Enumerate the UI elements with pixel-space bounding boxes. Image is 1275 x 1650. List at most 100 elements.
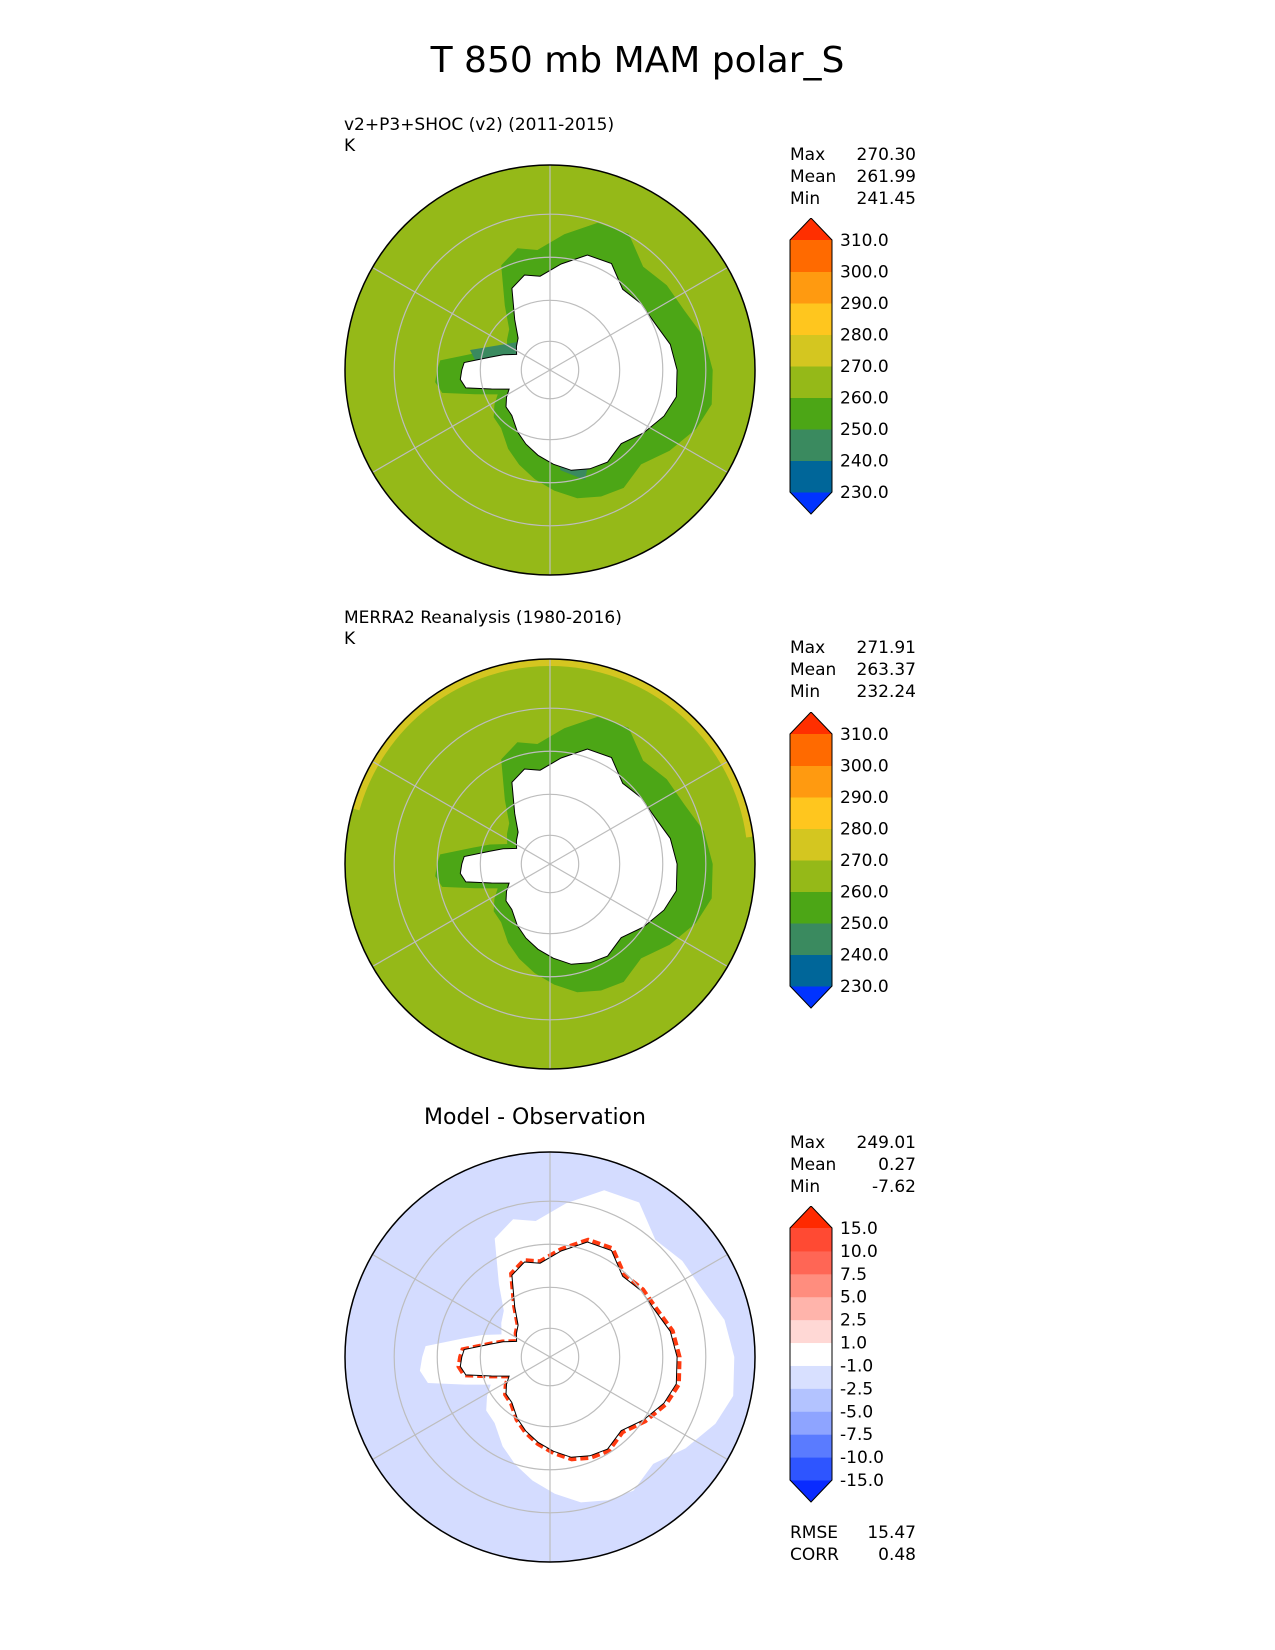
diff-colorbar-tick-label: 2.5: [840, 1311, 867, 1331]
obs-colorbar-tick-label: 230.0: [840, 977, 889, 997]
obs-map-antarctica-mask: [459, 748, 678, 965]
diff-map-meridian: [549, 1356, 728, 1461]
diff-colorbar-extend-high: [790, 1206, 832, 1228]
diff-colorbar-tick-label: -15.0: [840, 1471, 884, 1491]
model-map-antarctica-mask: [459, 254, 678, 471]
diff-map-meridian: [372, 1356, 551, 1461]
model-colorbar-outline: [789, 218, 833, 515]
model-colorbar-swatch: [790, 303, 832, 335]
diff-colorbar-tick-label: 10.0: [840, 1242, 878, 1262]
stat-label: Min: [790, 189, 821, 209]
diff-colorbar-swatch: [790, 1228, 832, 1252]
obs-colorbar-swatch: [790, 797, 832, 829]
model-colorbar-tick-label: 300.0: [840, 263, 889, 283]
diff-colorbar-swatch: [790, 1365, 832, 1389]
stat-label: Max: [790, 1133, 826, 1153]
diff-panel-title: Model - Observation: [424, 1105, 646, 1130]
diff-colorbar: -15.0 -10.0 -7.5 -5.0 -2.5 -1.01.0 2.5 5.0 7.5 10…: [789, 1206, 884, 1503]
metric-value: 15.47: [867, 1523, 916, 1543]
model-map-meridian: [372, 369, 551, 474]
diff-colorbar-swatch: [790, 1411, 832, 1435]
stat-value: 263.37: [856, 660, 916, 680]
diff-colorbar-extend-low: [790, 1480, 832, 1502]
obs-panel-units: K: [344, 629, 356, 649]
obs-colorbar-extend-high: [790, 712, 832, 734]
stat-value: 241.45: [856, 189, 916, 209]
model-colorbar-tick-label: 260.0: [840, 389, 889, 409]
stat-value: 249.01: [856, 1133, 916, 1153]
model-colorbar-extend-low: [790, 492, 832, 514]
model-map-meridian: [549, 266, 728, 371]
model-map-meridian: [549, 369, 728, 474]
model-colorbar-swatch: [790, 366, 832, 398]
diff-colorbar-tick-label: -1.0: [840, 1356, 873, 1376]
obs-colorbar-swatch: [790, 765, 832, 798]
model-colorbar-swatch: [790, 460, 832, 493]
stat-value: 270.30: [856, 145, 916, 165]
obs-colorbar-extend-low: [790, 986, 832, 1008]
diff-map-antarctica-mask: [459, 1241, 678, 1458]
obs-colorbar-tick-label: 290.0: [840, 788, 889, 808]
diff-metrics: RMSE 15.47 CORR 0.48: [790, 1522, 916, 1566]
obs-map-meridian: [549, 760, 728, 865]
obs-colorbar: 230.0 240.0 250.0 260.0 270.0 280.0 290.0 300.0…: [789, 712, 889, 1009]
stat-value: 271.91: [856, 638, 916, 658]
model-polar-map: [344, 164, 756, 576]
metric-label: CORR: [790, 1545, 839, 1565]
model-colorbar-swatch: [790, 334, 832, 367]
model-colorbar-tick-label: 230.0: [840, 483, 889, 503]
diff-colorbar-tick-label: 15.0: [840, 1219, 878, 1239]
diff-colorbar-swatch: [790, 1457, 832, 1481]
obs-map-meridian: [372, 863, 551, 968]
diff-colorbar-swatch: [790, 1434, 832, 1458]
diff-colorbar-tick-label: 1.0: [840, 1334, 867, 1354]
obs-colorbar-tick-label: 250.0: [840, 914, 889, 934]
stat-value: 0.27: [878, 1155, 916, 1175]
model-colorbar-extend-high: [790, 218, 832, 240]
model-colorbar-tick-label: 240.0: [840, 452, 889, 472]
stat-label: Mean: [790, 167, 837, 187]
obs-map-boundary: [344, 658, 756, 1070]
model-colorbar-swatch: [790, 240, 832, 272]
diff-colorbar-swatch: [790, 1273, 832, 1298]
stat-value: 261.99: [856, 167, 916, 187]
diff-map-boundary: [344, 1151, 756, 1563]
obs-colorbar-swatch: [790, 923, 832, 955]
diff-colorbar-tick-label: 5.0: [840, 1288, 867, 1308]
diff-colorbar-swatch: [790, 1250, 832, 1275]
obs-colorbar-tick-label: 300.0: [840, 757, 889, 777]
obs-map-meridian: [549, 863, 728, 968]
model-colorbar-swatch: [790, 397, 832, 430]
figure-title: T 850 mb MAM polar_S: [430, 40, 845, 81]
obs-colorbar-swatch: [790, 954, 832, 987]
obs-panel-title-name: MERRA2 Reanalysis (1980-2016): [344, 608, 622, 628]
obs-map-meridian: [372, 760, 551, 865]
model-colorbar-tick-label: 310.0: [840, 231, 889, 251]
obs-colorbar-swatch: [790, 828, 832, 861]
diff-colorbar-tick-label: -5.0: [840, 1402, 873, 1422]
diff-colorbar-swatch: [790, 1296, 832, 1321]
obs-colorbar-swatch: [790, 860, 832, 892]
model-colorbar-tick-label: 280.0: [840, 326, 889, 346]
model-panel-title: v2+P3+SHOC (v2) (2011-2015) K: [344, 115, 614, 157]
model-colorbar-swatch: [790, 271, 832, 304]
obs-colorbar-swatch: [790, 891, 832, 924]
obs-colorbar-tick-label: 280.0: [840, 820, 889, 840]
diff-colorbar-tick-label: 7.5: [840, 1265, 867, 1285]
stat-label: Mean: [790, 1155, 837, 1175]
metric-label: RMSE: [790, 1523, 839, 1543]
diff-stats: Max 249.01 Mean 0.27 Min -7.62: [790, 1132, 916, 1198]
diff-colorbar-tick-label: -10.0: [840, 1448, 884, 1468]
model-panel-title-name: v2+P3+SHOC (v2) (2011-2015): [344, 115, 615, 135]
diff-colorbar-tick-label: -2.5: [840, 1379, 873, 1399]
stat-label: Min: [790, 682, 821, 702]
diff-colorbar-swatch: [790, 1319, 832, 1344]
diff-map-meridian: [549, 1253, 728, 1358]
model-colorbar-swatch: [790, 429, 832, 461]
obs-colorbar-swatch: [790, 734, 832, 766]
stat-label: Max: [790, 145, 826, 165]
model-colorbar: 230.0 240.0 250.0 260.0 270.0 280.0 290.0 300.0…: [789, 218, 889, 515]
model-panel-units: K: [344, 136, 356, 156]
metric-value: 0.48: [878, 1545, 916, 1565]
diff-polar-map: [344, 1151, 756, 1563]
